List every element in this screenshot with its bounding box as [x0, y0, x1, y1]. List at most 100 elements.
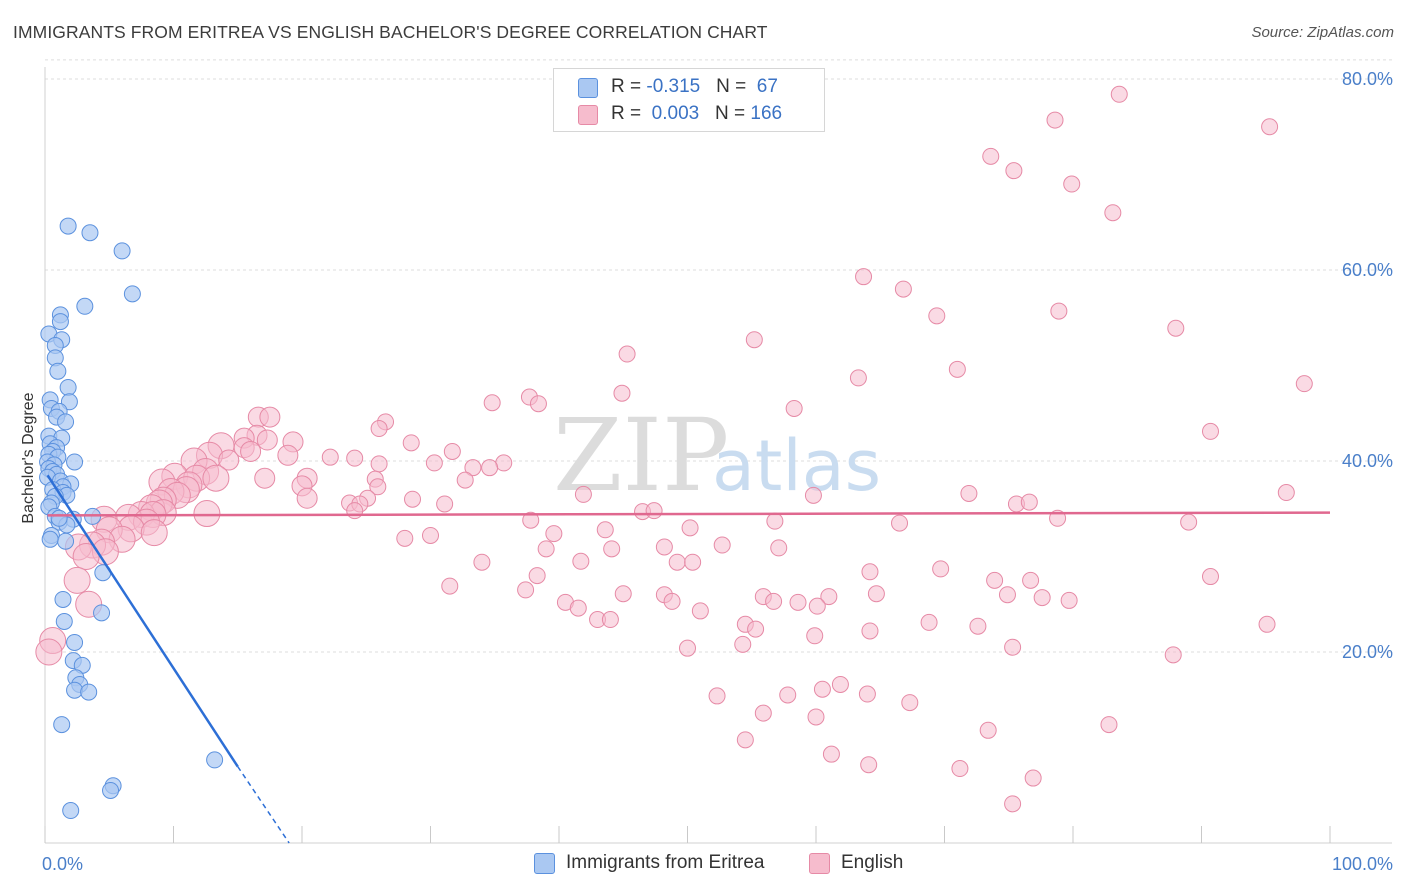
english-point — [277, 444, 299, 466]
english-point — [601, 611, 619, 629]
english-point — [855, 268, 873, 286]
english-point — [422, 526, 439, 544]
english-point — [404, 490, 422, 508]
english-point — [402, 434, 420, 452]
english-point — [256, 429, 278, 451]
eritrea-point — [62, 802, 80, 820]
legend-r-label: R = — [611, 76, 647, 97]
english-point — [1295, 375, 1313, 393]
watermark: ZIP atlas — [553, 397, 881, 514]
trend-lines — [46, 474, 1331, 844]
english-point — [747, 620, 765, 638]
english-point — [894, 280, 912, 298]
chart-title: IMMIGRANTS FROM ERITREA VS ENGLISH BACHE… — [13, 22, 768, 42]
english-point — [979, 721, 997, 739]
eritrea-point — [51, 313, 69, 331]
english-point — [770, 539, 788, 557]
english-point — [569, 599, 587, 617]
english-point — [1063, 175, 1081, 193]
english-point — [370, 420, 388, 438]
english-point — [1277, 484, 1295, 502]
eritrea-point — [53, 716, 71, 734]
english-point — [537, 540, 555, 558]
legend-n-value: 67 — [756, 76, 778, 97]
english-point — [443, 442, 461, 460]
english-point — [681, 519, 699, 537]
y-tick-label: 20.0% — [1342, 642, 1393, 662]
english-point — [1020, 493, 1038, 511]
eritrea-point — [102, 781, 120, 799]
english-point — [218, 449, 240, 471]
eritrea-point — [81, 224, 99, 242]
legend-r-value: 0.003 — [651, 103, 700, 124]
eritrea-point — [66, 633, 84, 651]
english-point — [867, 585, 885, 603]
legend-swatch-blue — [534, 853, 555, 874]
english-point — [1180, 513, 1198, 531]
english-point — [736, 731, 754, 749]
english-point — [522, 511, 540, 529]
legend-n-label: N = — [716, 76, 752, 97]
english-point — [1005, 162, 1023, 180]
english-point — [495, 454, 513, 472]
y-tick-label: 80.0% — [1342, 69, 1393, 89]
english-point — [858, 685, 876, 703]
english-point — [754, 704, 772, 722]
eritrea-point — [41, 530, 59, 548]
english-point — [1167, 319, 1185, 337]
english-point — [982, 147, 1000, 165]
english-point — [932, 560, 950, 578]
english-point — [1261, 118, 1279, 136]
english-point — [663, 592, 681, 610]
english-point — [645, 502, 663, 520]
english-point — [603, 540, 621, 558]
english-point — [808, 597, 826, 615]
legend-swatch-blue — [578, 78, 598, 98]
eritrea-point — [93, 604, 111, 622]
english-point — [572, 552, 590, 570]
english-point — [613, 384, 631, 402]
legend-swatch-pink — [809, 853, 830, 874]
y-tick-label: 60.0% — [1342, 260, 1393, 280]
english-point — [259, 406, 281, 428]
english-point — [861, 563, 879, 581]
english-point — [517, 581, 535, 599]
english-point — [618, 345, 636, 363]
correlation-legend: R = -0.315 N = 67 R = 0.003 N = 166 — [553, 68, 825, 132]
eritrea-point — [49, 362, 67, 380]
english-point — [806, 627, 824, 645]
english-point — [1022, 571, 1040, 589]
english-point — [1201, 568, 1219, 586]
english-point — [804, 486, 822, 504]
english-point — [831, 675, 849, 693]
english-point — [745, 331, 763, 349]
eritrea-point — [55, 612, 73, 630]
english-point — [614, 585, 632, 603]
english-point — [960, 484, 978, 502]
english-point — [1164, 646, 1182, 664]
english-point — [920, 613, 938, 631]
legend-swatch-pink — [578, 105, 598, 125]
english-point — [948, 360, 966, 378]
eritrea-point — [66, 453, 84, 471]
english-point — [928, 307, 946, 325]
eritrea-points — [39, 217, 224, 820]
english-point — [861, 622, 879, 640]
english-point — [464, 459, 482, 477]
english-point — [951, 760, 969, 778]
eritrea-point — [80, 683, 98, 701]
y-axis-label: Bachelor's Degree — [20, 392, 37, 523]
eritrea-point — [123, 285, 141, 303]
english-point — [785, 399, 803, 417]
english-point — [296, 487, 318, 509]
legend-r-label: R = — [611, 103, 647, 124]
english-point — [545, 525, 563, 543]
english-point — [1060, 591, 1078, 609]
legend-n-value: 166 — [750, 103, 783, 124]
english-point — [369, 478, 387, 496]
english-point — [1050, 302, 1068, 320]
english-point — [668, 553, 686, 571]
english-point — [425, 454, 443, 472]
english-point — [1033, 589, 1051, 607]
